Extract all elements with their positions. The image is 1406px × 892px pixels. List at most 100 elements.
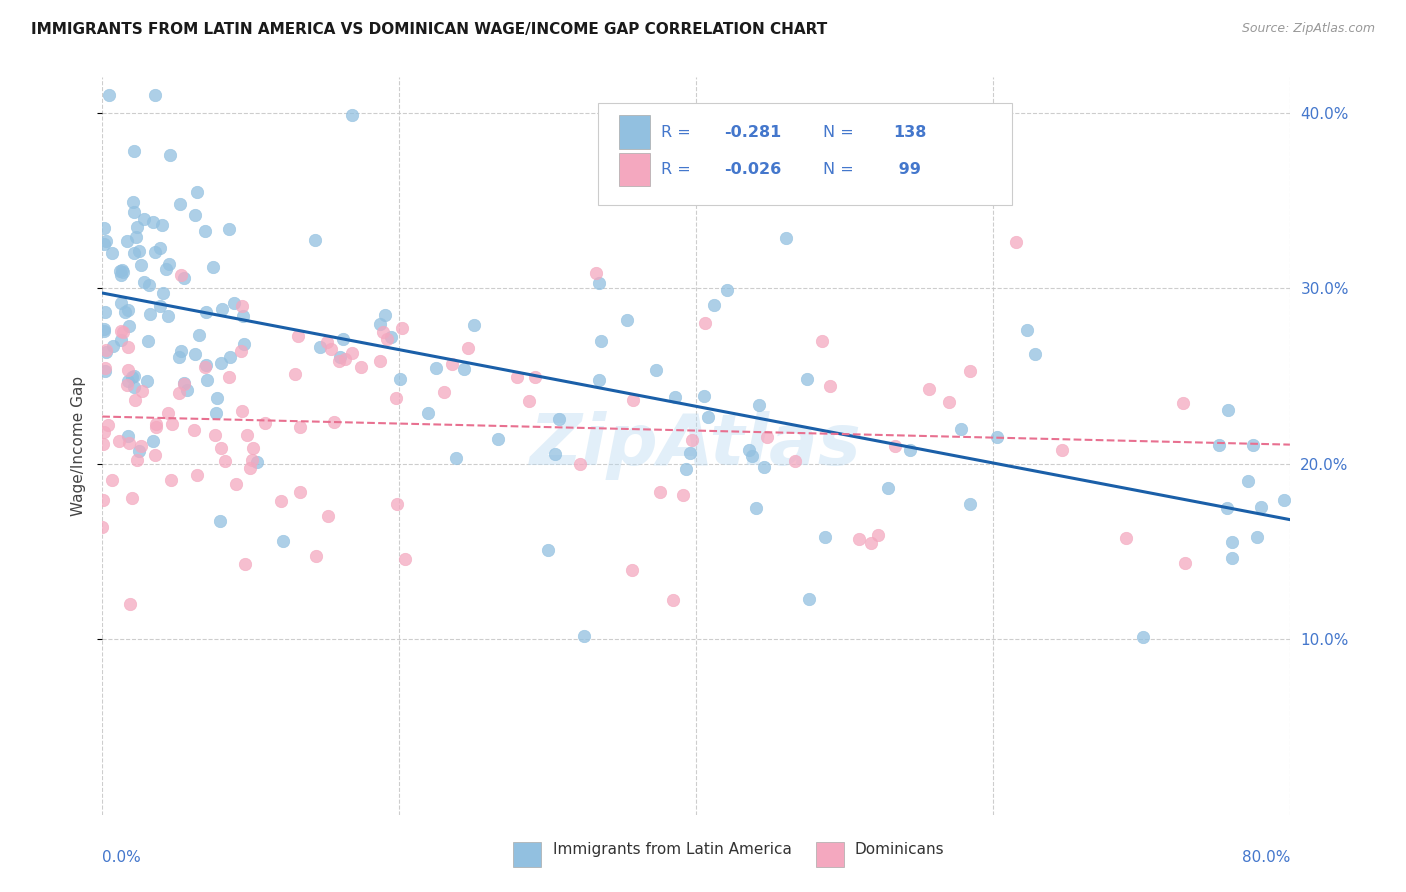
Point — [1216, 403, 1239, 417]
Point — [110, 324, 132, 338]
Point — [517, 394, 540, 409]
Point — [110, 262, 132, 277]
Point — [810, 334, 832, 349]
Point — [219, 351, 242, 365]
Point — [145, 417, 167, 432]
Point — [129, 258, 152, 272]
Point — [98, 87, 121, 102]
Point — [1250, 500, 1272, 515]
Point — [1237, 474, 1260, 488]
Point — [145, 420, 167, 434]
Point — [186, 186, 208, 200]
Point — [117, 303, 139, 318]
Point — [620, 563, 643, 577]
Point — [716, 283, 738, 297]
Point — [703, 298, 725, 312]
Point — [232, 309, 254, 323]
Point — [350, 359, 373, 374]
Point — [122, 380, 145, 394]
Point — [122, 369, 145, 384]
Point — [918, 383, 941, 397]
Point — [664, 390, 686, 404]
Point — [143, 244, 166, 259]
Point — [342, 346, 364, 360]
Text: 99: 99 — [893, 162, 921, 177]
Point — [117, 340, 139, 354]
Point — [110, 296, 132, 310]
Point — [288, 484, 311, 499]
Point — [110, 264, 132, 278]
Point — [848, 532, 870, 546]
Point — [650, 484, 672, 499]
Point — [225, 477, 247, 491]
Point — [818, 379, 841, 393]
Point — [218, 369, 240, 384]
Point — [122, 205, 145, 219]
Point — [167, 350, 190, 364]
Point — [96, 234, 118, 248]
Point — [117, 363, 139, 377]
Point — [101, 473, 124, 487]
Point — [94, 345, 117, 359]
Point — [157, 310, 180, 324]
Point — [209, 441, 232, 455]
Point — [679, 445, 702, 459]
Point — [374, 309, 396, 323]
Text: Immigrants from Latin America: Immigrants from Latin America — [553, 842, 792, 857]
Point — [375, 332, 398, 346]
Point — [644, 362, 666, 376]
Point — [544, 447, 567, 461]
Point — [884, 439, 907, 453]
Point — [741, 450, 763, 464]
Point — [785, 453, 807, 467]
Point — [214, 454, 236, 468]
Point — [246, 455, 269, 469]
Point — [149, 242, 172, 256]
Point — [329, 350, 352, 364]
Point — [316, 334, 339, 349]
Point — [136, 374, 159, 388]
Point — [150, 218, 173, 232]
Point — [118, 318, 141, 333]
Point — [799, 592, 821, 607]
Point — [453, 362, 475, 376]
Point — [97, 417, 120, 432]
Point — [187, 328, 209, 343]
Point — [157, 406, 180, 420]
Point — [93, 322, 115, 336]
Point — [697, 410, 720, 425]
Point — [418, 405, 440, 419]
Point — [142, 434, 165, 448]
Point — [745, 500, 768, 515]
Point — [332, 332, 354, 346]
Point — [693, 317, 716, 331]
Point — [333, 351, 356, 366]
Point — [173, 376, 195, 391]
Point — [368, 317, 391, 331]
Point — [208, 514, 231, 528]
Point — [568, 457, 591, 471]
Point — [1024, 347, 1046, 361]
Text: -0.281: -0.281 — [724, 125, 782, 139]
Point — [232, 336, 254, 351]
Text: IMMIGRANTS FROM LATIN AMERICA VS DOMINICAN WAGE/INCOME GAP CORRELATION CHART: IMMIGRANTS FROM LATIN AMERICA VS DOMINIC… — [31, 22, 827, 37]
Point — [523, 370, 546, 384]
Point — [184, 346, 207, 360]
Point — [756, 430, 779, 444]
Point — [139, 307, 162, 321]
Point — [124, 393, 146, 408]
Point — [1216, 501, 1239, 516]
Point — [128, 244, 150, 259]
Point — [101, 339, 124, 353]
Point — [394, 552, 416, 566]
Point — [440, 357, 463, 371]
Point — [373, 325, 395, 339]
Point — [211, 302, 233, 317]
Point — [186, 468, 208, 483]
Point — [110, 268, 132, 283]
Point — [93, 305, 115, 319]
Point — [1174, 556, 1197, 570]
Point — [125, 229, 148, 244]
Point — [548, 412, 571, 426]
Point — [572, 629, 595, 643]
